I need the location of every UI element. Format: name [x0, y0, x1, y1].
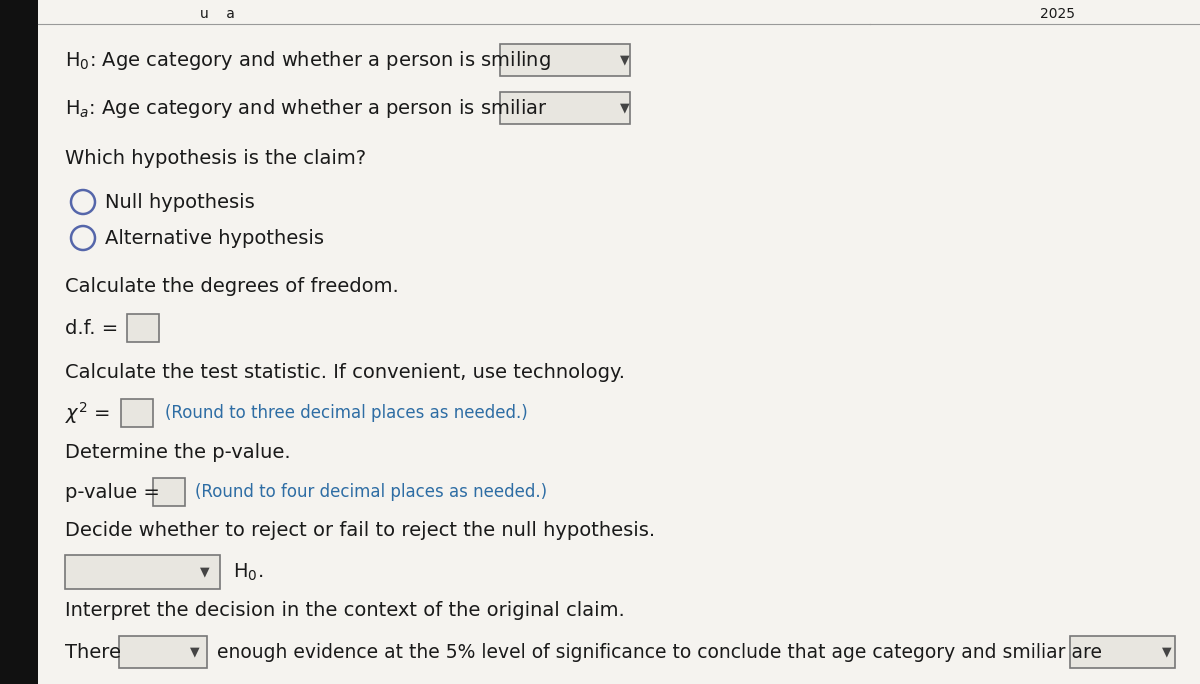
Text: ▼: ▼ [620, 53, 630, 66]
Text: ▼: ▼ [1162, 646, 1172, 659]
Text: ▼: ▼ [620, 101, 630, 114]
Text: H$_0$: Age category and whether a person is smiling: H$_0$: Age category and whether a person… [65, 49, 551, 72]
Text: 2025: 2025 [1040, 7, 1075, 21]
Text: Which hypothesis is the claim?: Which hypothesis is the claim? [65, 148, 366, 168]
Text: Calculate the degrees of freedom.: Calculate the degrees of freedom. [65, 278, 398, 296]
Text: Alternative hypothesis: Alternative hypothesis [106, 228, 324, 248]
Text: ▼: ▼ [190, 646, 200, 659]
Text: H$_a$: Age category and whether a person is smiliar: H$_a$: Age category and whether a person… [65, 96, 547, 120]
Text: (Round to three decimal places as needed.): (Round to three decimal places as needed… [166, 404, 528, 422]
FancyBboxPatch shape [38, 0, 1200, 684]
Text: $\chi^2$ =: $\chi^2$ = [65, 400, 110, 426]
FancyBboxPatch shape [119, 636, 208, 668]
Text: d.f. =: d.f. = [65, 319, 119, 337]
Text: ▼: ▼ [200, 566, 210, 579]
FancyBboxPatch shape [500, 92, 630, 124]
Text: H$_0$.: H$_0$. [233, 562, 263, 583]
FancyBboxPatch shape [500, 44, 630, 76]
Text: u    a: u a [200, 7, 235, 21]
Text: There: There [65, 642, 121, 661]
Text: Determine the p-value.: Determine the p-value. [65, 443, 290, 462]
Text: Null hypothesis: Null hypothesis [106, 192, 254, 211]
FancyBboxPatch shape [154, 478, 185, 506]
Text: p-value =: p-value = [65, 482, 160, 501]
FancyBboxPatch shape [0, 0, 38, 684]
Text: (Round to four decimal places as needed.): (Round to four decimal places as needed.… [194, 483, 547, 501]
FancyBboxPatch shape [127, 314, 158, 342]
FancyBboxPatch shape [121, 399, 154, 427]
Text: Decide whether to reject or fail to reject the null hypothesis.: Decide whether to reject or fail to reje… [65, 521, 655, 540]
Text: enough evidence at the 5% level of significance to conclude that age category an: enough evidence at the 5% level of signi… [217, 642, 1102, 661]
FancyBboxPatch shape [1070, 636, 1175, 668]
Text: Calculate the test statistic. If convenient, use technology.: Calculate the test statistic. If conveni… [65, 363, 625, 382]
Text: Interpret the decision in the context of the original claim.: Interpret the decision in the context of… [65, 601, 625, 620]
FancyBboxPatch shape [65, 555, 220, 589]
